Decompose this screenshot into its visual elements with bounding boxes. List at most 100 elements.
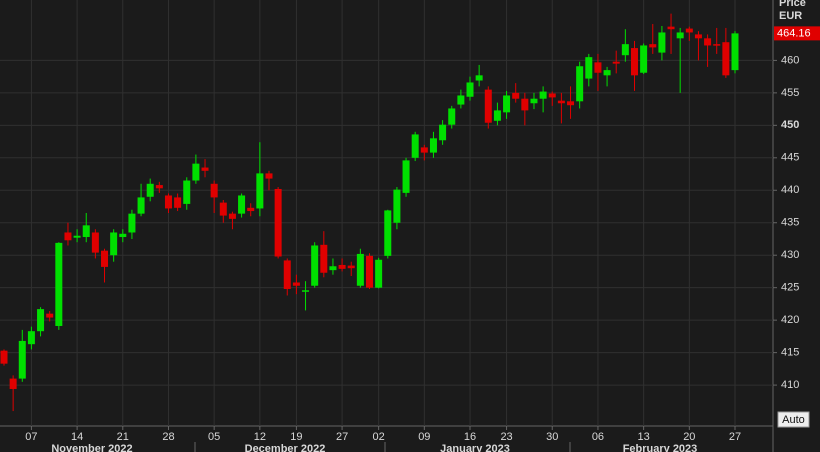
y-tick-label: 435 bbox=[781, 217, 799, 229]
y-tick-label: 450 bbox=[781, 119, 799, 131]
month-label: January 2023 bbox=[440, 443, 510, 452]
y-tick-label: 410 bbox=[781, 379, 799, 391]
candle-body bbox=[411, 134, 419, 158]
candle-body bbox=[567, 101, 575, 106]
candle-body bbox=[722, 42, 730, 76]
candle-body bbox=[393, 189, 401, 223]
candle-body bbox=[110, 232, 118, 256]
candle-body bbox=[366, 255, 373, 288]
candle-body bbox=[274, 188, 282, 257]
candle-body bbox=[521, 98, 529, 111]
candle-body bbox=[119, 233, 127, 238]
candle-body bbox=[0, 350, 8, 364]
candle-body bbox=[238, 195, 246, 214]
candle-body bbox=[101, 250, 109, 267]
last-price-box bbox=[774, 26, 820, 41]
candle-body bbox=[731, 33, 739, 71]
candle-body bbox=[640, 45, 648, 73]
candle-body bbox=[594, 62, 602, 73]
candle-body bbox=[503, 95, 511, 113]
candle-body bbox=[64, 232, 72, 241]
candle-body bbox=[484, 89, 492, 123]
y-axis-title: Price bbox=[779, 0, 806, 9]
candle-body bbox=[694, 34, 702, 39]
candle-body bbox=[402, 160, 410, 193]
candle-body bbox=[493, 110, 501, 121]
x-tick-label: 05 bbox=[208, 431, 220, 443]
x-tick-label: 20 bbox=[683, 431, 695, 443]
candle-body bbox=[557, 100, 565, 104]
candle-body bbox=[265, 173, 273, 179]
candle-body bbox=[329, 266, 337, 271]
y-tick-label: 440 bbox=[781, 184, 799, 196]
candle-body bbox=[347, 265, 355, 269]
candle-body bbox=[73, 235, 81, 238]
candle-body bbox=[311, 245, 319, 286]
candle-body bbox=[302, 290, 310, 292]
candle-body bbox=[55, 242, 63, 326]
x-tick-label: 07 bbox=[25, 431, 37, 443]
candle-body bbox=[475, 75, 483, 81]
candle-body bbox=[137, 197, 145, 214]
candle-body bbox=[201, 167, 209, 171]
x-tick-label: 27 bbox=[336, 431, 348, 443]
candle-body bbox=[457, 95, 465, 105]
candle-body bbox=[466, 82, 474, 97]
y-tick-label: 420 bbox=[781, 314, 799, 326]
y-tick-label: 425 bbox=[781, 282, 799, 294]
x-tick-label: 12 bbox=[254, 431, 266, 443]
x-tick-label: 13 bbox=[638, 431, 650, 443]
candle-body bbox=[603, 70, 611, 76]
candle-body bbox=[649, 44, 657, 48]
candle-body bbox=[667, 26, 675, 30]
y-axis-title: EUR bbox=[779, 10, 802, 22]
candle-body bbox=[146, 183, 154, 197]
candle-body bbox=[210, 183, 218, 198]
candle-body bbox=[630, 48, 638, 76]
candle-body bbox=[247, 207, 255, 212]
candle-body bbox=[37, 309, 45, 332]
y-tick-label: 445 bbox=[781, 152, 799, 164]
y-tick-label: 430 bbox=[781, 249, 799, 261]
month-label: December 2022 bbox=[245, 443, 326, 452]
y-tick-label: 460 bbox=[781, 54, 799, 66]
x-tick-label: 02 bbox=[373, 431, 385, 443]
candle-body bbox=[174, 197, 182, 208]
candle-body bbox=[612, 61, 620, 64]
candle-body bbox=[164, 195, 172, 209]
candle-body bbox=[439, 124, 447, 141]
candle-body bbox=[320, 244, 328, 273]
candle-body bbox=[375, 259, 383, 288]
candle-body bbox=[128, 213, 136, 233]
candle-body bbox=[18, 340, 26, 379]
month-label: February 2023 bbox=[623, 443, 698, 452]
candle-body bbox=[228, 213, 236, 219]
candle-body bbox=[530, 98, 538, 104]
x-tick-label: 21 bbox=[117, 431, 129, 443]
candle-body bbox=[356, 253, 364, 286]
x-tick-label: 14 bbox=[71, 431, 83, 443]
x-tick-label: 23 bbox=[500, 431, 512, 443]
candle-body bbox=[621, 44, 629, 56]
candle-body bbox=[539, 91, 547, 99]
candle-body bbox=[548, 93, 556, 98]
auto-button[interactable] bbox=[777, 411, 810, 428]
candle-body bbox=[576, 66, 584, 102]
candle-body bbox=[420, 147, 428, 153]
candle-body bbox=[155, 185, 163, 189]
auto-button-label[interactable]: Auto bbox=[782, 414, 805, 426]
candle-body bbox=[585, 57, 593, 79]
candle-body bbox=[384, 210, 392, 256]
candle-body bbox=[219, 202, 227, 216]
candle-body bbox=[183, 180, 191, 204]
candle-body bbox=[46, 313, 54, 318]
x-tick-label: 27 bbox=[729, 431, 741, 443]
candle-body bbox=[338, 264, 346, 269]
y-tick-label: 415 bbox=[781, 347, 799, 359]
x-tick-label: 06 bbox=[592, 431, 604, 443]
candle-body bbox=[91, 232, 99, 253]
x-tick-label: 09 bbox=[418, 431, 430, 443]
candle-body bbox=[27, 331, 35, 345]
